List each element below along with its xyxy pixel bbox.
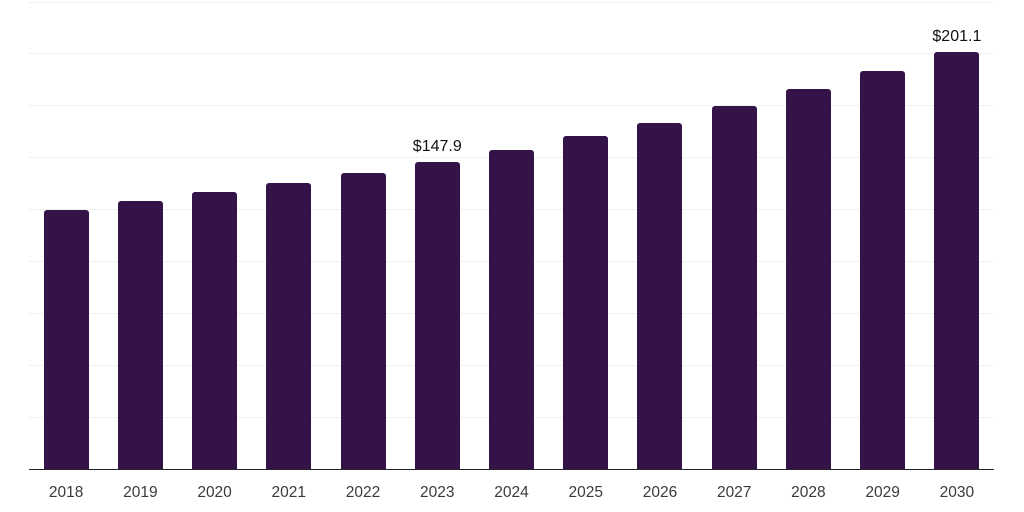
bar-2024 — [489, 150, 534, 469]
bar-2018 — [43, 210, 89, 469]
x-tick-2025: 2025 — [568, 484, 603, 501]
x-tick-2024: 2024 — [494, 484, 529, 501]
gridline-175 — [29, 105, 994, 107]
value-label-2023: $147.9 — [412, 138, 462, 156]
bar-2030 — [934, 51, 980, 469]
x-tick-2021: 2021 — [271, 484, 307, 501]
value-label-2030: $201.1 — [932, 27, 982, 45]
bar-2025 — [563, 136, 609, 469]
bar-2021 — [266, 182, 312, 469]
bar-2020 — [192, 192, 238, 469]
bar-2029 — [860, 70, 906, 469]
x-tick-2028: 2028 — [791, 484, 826, 501]
plot-area: $147.9 $201.1 — [29, 0, 994, 470]
gridline-225 — [29, 1, 994, 3]
x-tick-2019: 2019 — [123, 484, 158, 501]
bar-2028 — [785, 88, 831, 469]
bar-2022 — [340, 173, 386, 469]
x-axis: 2018 2019 2020 2021 2022 2023 2024 2025 2026 2027… — [29, 470, 994, 512]
bar-2027 — [711, 106, 757, 469]
x-tick-2018: 2018 — [48, 484, 84, 501]
bar-2026 — [637, 122, 683, 469]
bar-2023 — [414, 162, 460, 469]
bar-2019 — [117, 201, 163, 469]
x-tick-2026: 2026 — [642, 484, 678, 501]
x-tick-2022: 2022 — [345, 484, 381, 501]
x-tick-2030: 2030 — [939, 484, 975, 501]
x-tick-2020: 2020 — [197, 484, 232, 501]
x-tick-2027: 2027 — [716, 484, 752, 501]
x-tick-2023: 2023 — [420, 484, 455, 501]
x-tick-2029: 2029 — [865, 484, 900, 501]
gridline-200 — [29, 53, 994, 55]
